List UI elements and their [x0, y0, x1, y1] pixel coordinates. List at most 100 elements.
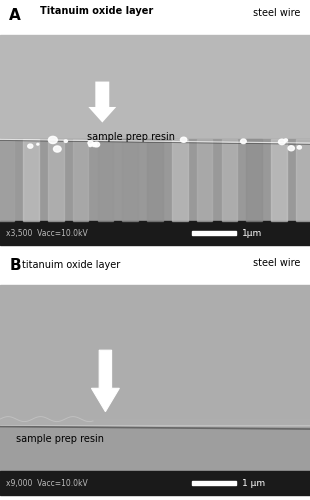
- Bar: [0, 35, 310, 140]
- Bar: [0, 134, 310, 138]
- Circle shape: [180, 137, 187, 142]
- Bar: [0, 421, 310, 424]
- Bar: [172, 140, 188, 221]
- Bar: [98, 140, 113, 221]
- Text: B: B: [9, 258, 21, 272]
- Bar: [122, 140, 138, 221]
- Bar: [0, 135, 310, 138]
- Bar: [0, 134, 310, 137]
- Bar: [0, 422, 310, 426]
- Bar: [0, 250, 310, 285]
- Bar: [0, 136, 310, 139]
- Bar: [0, 134, 310, 137]
- Bar: [73, 140, 88, 221]
- Bar: [0, 420, 310, 424]
- Bar: [0, 422, 310, 426]
- Bar: [0, 134, 310, 137]
- Bar: [0, 420, 310, 424]
- Circle shape: [64, 140, 68, 142]
- Bar: [0, 136, 310, 139]
- Bar: [0, 420, 310, 424]
- Circle shape: [28, 144, 33, 148]
- Bar: [296, 140, 310, 221]
- Bar: [0, 136, 310, 140]
- Bar: [0, 136, 310, 138]
- Bar: [0, 420, 310, 424]
- Circle shape: [89, 144, 92, 146]
- Bar: [0, 420, 310, 423]
- Circle shape: [54, 146, 61, 152]
- Bar: [0, 421, 310, 424]
- Bar: [0, 420, 310, 424]
- Circle shape: [37, 144, 39, 145]
- Bar: [0, 136, 310, 138]
- Bar: [0, 134, 310, 137]
- Bar: [0, 135, 310, 138]
- Bar: [0, 135, 310, 138]
- Bar: [0, 136, 310, 138]
- Bar: [0, 420, 310, 424]
- Bar: [0, 136, 310, 138]
- Bar: [48, 140, 64, 221]
- Bar: [0, 134, 310, 137]
- Circle shape: [278, 139, 285, 144]
- Text: sample prep resin: sample prep resin: [87, 132, 175, 142]
- Circle shape: [297, 146, 301, 149]
- Text: steel wire: steel wire: [253, 8, 301, 18]
- Bar: [147, 140, 163, 221]
- Text: 1 μm: 1 μm: [242, 478, 265, 488]
- Bar: [0, 136, 310, 138]
- Bar: [0, 136, 310, 138]
- Bar: [192, 231, 236, 235]
- Bar: [0, 422, 310, 426]
- Bar: [0, 422, 310, 426]
- Bar: [0, 140, 14, 221]
- Bar: [0, 422, 310, 426]
- Bar: [0, 0, 310, 35]
- Text: x9,000  Vacc=10.0kV: x9,000 Vacc=10.0kV: [6, 478, 88, 488]
- Circle shape: [88, 141, 93, 145]
- Bar: [0, 422, 310, 426]
- Bar: [0, 285, 310, 426]
- Text: x3,500  Vacc=10.0kV: x3,500 Vacc=10.0kV: [6, 228, 88, 237]
- Bar: [0, 134, 310, 138]
- Text: sample prep resin: sample prep resin: [16, 434, 104, 444]
- Bar: [0, 134, 310, 137]
- Bar: [0, 136, 310, 138]
- Bar: [0, 135, 310, 138]
- Bar: [222, 140, 237, 221]
- Bar: [0, 422, 310, 426]
- Bar: [0, 221, 310, 245]
- Circle shape: [241, 139, 246, 143]
- Bar: [0, 136, 310, 138]
- Bar: [0, 136, 310, 139]
- Circle shape: [288, 146, 294, 151]
- Bar: [0, 136, 310, 139]
- Bar: [197, 140, 212, 221]
- Text: A: A: [9, 8, 21, 22]
- Bar: [0, 422, 310, 425]
- Bar: [0, 422, 310, 426]
- Bar: [0, 136, 310, 138]
- Circle shape: [94, 142, 100, 147]
- Bar: [0, 420, 310, 424]
- Bar: [0, 136, 310, 139]
- FancyArrow shape: [88, 82, 116, 122]
- FancyArrow shape: [91, 350, 119, 412]
- Bar: [0, 136, 310, 138]
- Bar: [0, 423, 310, 426]
- Bar: [0, 421, 310, 424]
- Bar: [0, 136, 310, 138]
- Bar: [246, 140, 262, 221]
- Bar: [0, 140, 310, 221]
- Bar: [0, 136, 310, 139]
- Bar: [0, 136, 310, 138]
- Bar: [0, 422, 310, 426]
- Bar: [0, 136, 310, 138]
- Text: titanuim oxide layer: titanuim oxide layer: [22, 260, 120, 270]
- Bar: [0, 134, 310, 137]
- Bar: [0, 420, 310, 424]
- Bar: [0, 136, 310, 139]
- Bar: [0, 422, 310, 426]
- Bar: [0, 135, 310, 138]
